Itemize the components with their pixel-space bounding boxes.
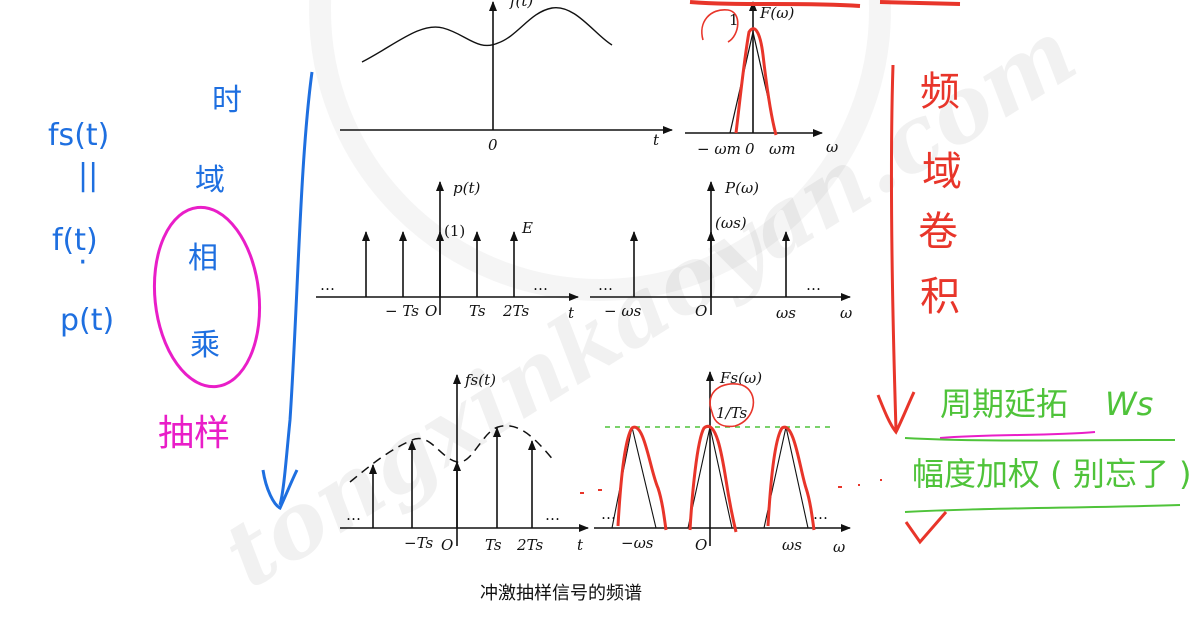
tick-label: Ts	[485, 536, 502, 554]
tick-label: O	[425, 302, 437, 320]
func-label: Fs(ω)	[719, 369, 762, 387]
tick-label: − Ts	[385, 302, 419, 320]
figure-caption: 冲激抽样信号的频谱	[480, 583, 642, 604]
signal-curve	[361, 7, 613, 63]
note-char: 卷	[918, 209, 958, 255]
pos-tick: ωm	[769, 140, 795, 158]
tick-label: ωs	[782, 536, 802, 554]
origin-label: 0	[745, 140, 755, 158]
peak-label: 1	[729, 11, 739, 29]
dots-left: …	[346, 506, 361, 524]
red-notes: 频 域 卷 积	[876, 64, 962, 435]
note-periodic: 周期延拓	[940, 385, 1068, 423]
axis-label: ω	[840, 304, 852, 322]
note-f: f(t)	[52, 223, 98, 258]
tick-label: −Ts	[404, 534, 433, 552]
red-spectrum-trace	[688, 424, 738, 533]
note-equals: ||	[78, 158, 98, 193]
panel-freq-bot: Fs(ω) 1/Ts … … −ωs O ωs ω	[580, 369, 882, 556]
func-label: P(ω)	[724, 179, 759, 197]
note-char: 时	[212, 83, 242, 118]
tick-label: Ts	[469, 302, 486, 320]
note-weighting: 幅度加权 ( 别忘了 )	[912, 455, 1192, 493]
func-label: p(t)	[453, 179, 480, 197]
red-spectrum-trace	[766, 425, 816, 531]
tick-label: 2Ts	[502, 302, 529, 320]
dots-left: …	[601, 505, 616, 523]
note-char: 频	[920, 69, 960, 115]
note-char: 积	[920, 274, 960, 320]
magenta-underline	[939, 431, 1096, 439]
green-underline	[904, 504, 1181, 513]
neg-tick: − ωm	[697, 140, 741, 158]
tick-label: −ωs	[621, 534, 654, 552]
note-ws: Ws	[1105, 385, 1153, 423]
axis-label: t	[577, 536, 584, 554]
dots-left: …	[598, 276, 613, 294]
note-char: 相	[188, 241, 218, 276]
note-char: 域	[195, 163, 225, 198]
tick-label: 2Ts	[516, 536, 543, 554]
note-fs: fs(t)	[48, 118, 109, 153]
panel-freq-top: 1 F(ω) − ωm 0 ωm ω	[685, 0, 961, 158]
axis-label: t	[568, 304, 575, 322]
axis-label: t	[653, 131, 660, 149]
note-p: p(t)	[60, 303, 114, 338]
panel-time-bot: fs(t) … … −Ts O Ts 2Ts t	[340, 371, 589, 554]
magenta-circle	[152, 205, 262, 389]
red-check-mark	[904, 511, 948, 545]
red-down-arrow	[876, 64, 916, 435]
red-circle-mark	[701, 9, 739, 43]
tick-label: O	[695, 536, 707, 554]
axis-label: ω	[826, 138, 838, 156]
tick-label: ωs	[776, 304, 796, 322]
amp-label: E	[521, 219, 533, 237]
note-char: 域	[922, 149, 962, 195]
red-circle-mark	[709, 383, 755, 428]
dots-right: …	[533, 276, 548, 294]
tick-label: O	[441, 536, 453, 554]
magenta-notes: 抽样	[152, 205, 262, 454]
peak-label: 1/Ts	[716, 404, 748, 422]
dots-right: …	[806, 276, 821, 294]
red-spectrum-trace	[734, 27, 778, 136]
panel-freq-mid: P(ω) (ωs) … … − ωs O ωs ω	[590, 179, 852, 322]
axis-label: ω	[833, 538, 845, 556]
impulse-weight: (1)	[444, 222, 465, 240]
watermark: tongxinkaoyan.com	[205, 0, 1094, 609]
red-top-scribble	[689, 0, 961, 8]
dots-left: …	[320, 276, 335, 294]
func-label: fs(t)	[464, 371, 496, 389]
panel-time-top: f(t) 0 t	[340, 0, 673, 154]
blue-notes: fs(t) || f(t) · p(t) 时 域 相 乘	[48, 71, 314, 511]
red-spectrum-trace	[616, 425, 668, 531]
note-char: 乘	[190, 328, 220, 363]
panel-time-mid: p(t) (1) E … … − Ts O Ts 2Ts t	[316, 179, 579, 322]
red-dots	[580, 479, 882, 494]
tick-label: O	[695, 302, 707, 320]
func-label: F(ω)	[759, 4, 794, 22]
impulse-weight: (ωs)	[715, 214, 747, 232]
dots-right: …	[545, 506, 560, 524]
dots-right: …	[813, 505, 828, 523]
green-notes: 周期延拓 Ws 幅度加权 ( 别忘了 )	[904, 385, 1192, 545]
note-sampling: 抽样	[158, 413, 230, 454]
blue-down-arrow	[261, 71, 314, 511]
origin-label: 0	[488, 136, 498, 154]
green-line	[904, 437, 1176, 442]
func-label: f(t)	[509, 0, 533, 10]
note-dot: ·	[78, 245, 88, 280]
tick-label: − ωs	[604, 302, 642, 320]
